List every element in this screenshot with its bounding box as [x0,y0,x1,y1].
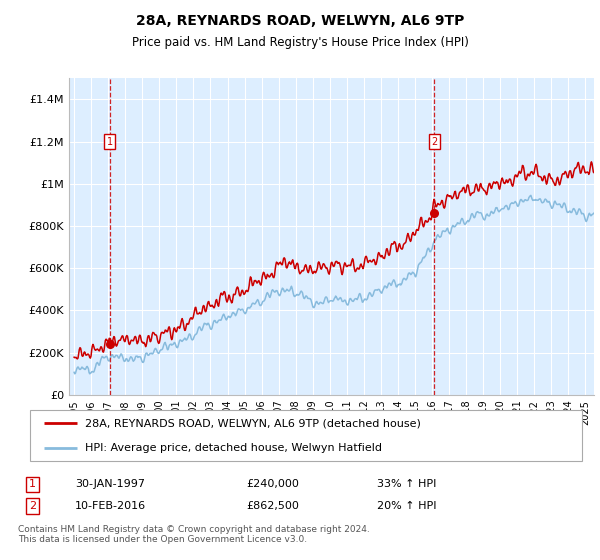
Text: 1: 1 [29,479,36,489]
FancyBboxPatch shape [30,410,582,461]
Text: 30-JAN-1997: 30-JAN-1997 [75,479,145,489]
Text: 33% ↑ HPI: 33% ↑ HPI [377,479,436,489]
Text: 2: 2 [431,137,437,147]
Text: 20% ↑ HPI: 20% ↑ HPI [377,501,437,511]
Text: £240,000: £240,000 [246,479,299,489]
Text: Contains HM Land Registry data © Crown copyright and database right 2024.
This d: Contains HM Land Registry data © Crown c… [18,525,370,544]
Text: £862,500: £862,500 [246,501,299,511]
Text: Price paid vs. HM Land Registry's House Price Index (HPI): Price paid vs. HM Land Registry's House … [131,36,469,49]
Text: 28A, REYNARDS ROAD, WELWYN, AL6 9TP: 28A, REYNARDS ROAD, WELWYN, AL6 9TP [136,14,464,28]
Text: 28A, REYNARDS ROAD, WELWYN, AL6 9TP (detached house): 28A, REYNARDS ROAD, WELWYN, AL6 9TP (det… [85,418,421,428]
Text: HPI: Average price, detached house, Welwyn Hatfield: HPI: Average price, detached house, Welw… [85,442,382,452]
Text: 2: 2 [29,501,36,511]
Text: 10-FEB-2016: 10-FEB-2016 [75,501,146,511]
Text: 1: 1 [107,137,113,147]
